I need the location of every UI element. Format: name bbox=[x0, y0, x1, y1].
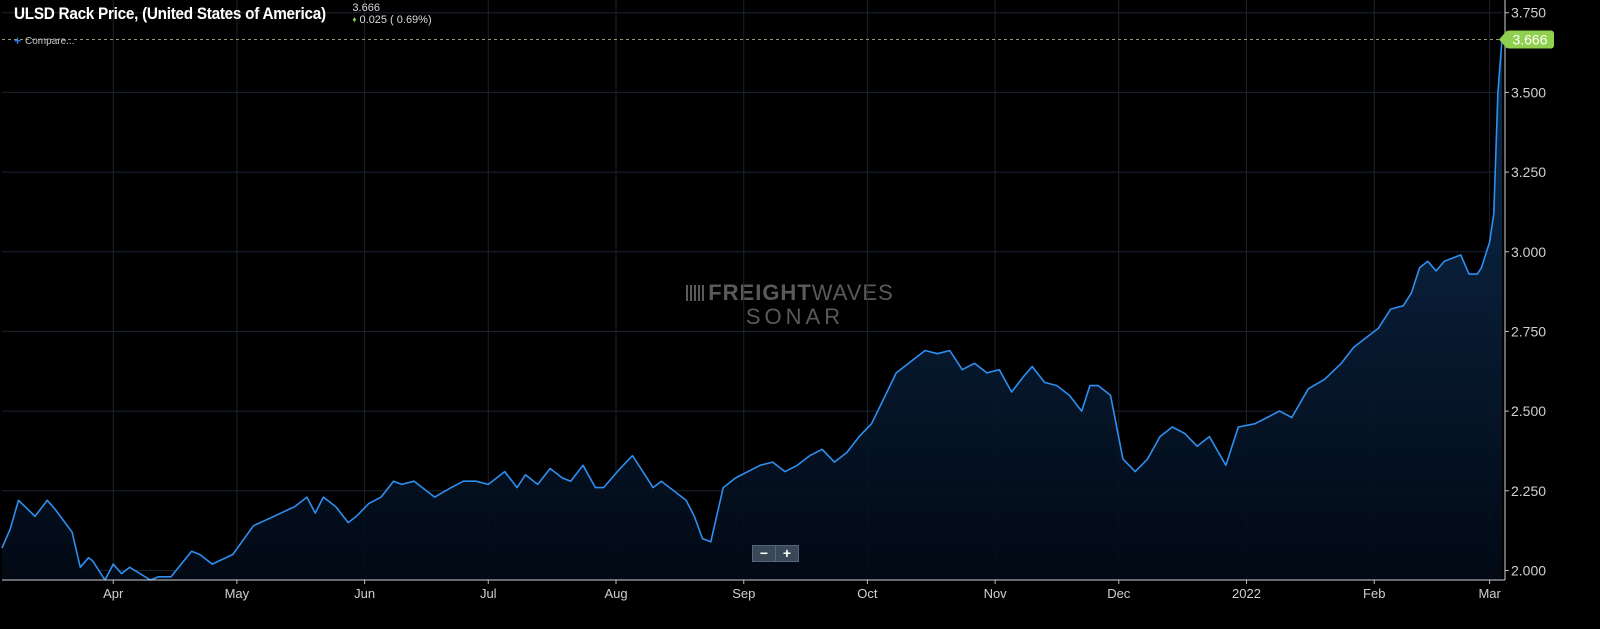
axes: 2.000 2.250 2.500 2.750 3.000 3.250 3.500 3.750… bbox=[2, 0, 1546, 601]
y-tick-label: 2.750 bbox=[1511, 323, 1546, 339]
last-value-badge-layer: 3.666 bbox=[2, 30, 1554, 49]
y-tick-label: 3.000 bbox=[1511, 244, 1546, 260]
y-tick-label: 2.250 bbox=[1511, 483, 1546, 499]
chart-header: ULSD Rack Price, (United States of Ameri… bbox=[14, 2, 432, 26]
x-tick-label: Dec bbox=[1107, 586, 1131, 601]
y-tick-label: 3.750 bbox=[1511, 5, 1546, 21]
last-value-badge bbox=[1506, 30, 1554, 49]
watermark-product: SONAR bbox=[745, 304, 845, 329]
x-tick-label: 2022 bbox=[1232, 586, 1261, 601]
x-tick-label: Oct bbox=[857, 586, 878, 601]
quote-block: 3.666 ♦ 0.025 ( 0.69%) bbox=[352, 2, 431, 26]
last-value-badge-label: 3.666 bbox=[1512, 32, 1547, 48]
change-value: 0.025 bbox=[359, 14, 388, 26]
y-tick-label: 3.250 bbox=[1511, 164, 1546, 180]
freightwaves-logo-icon bbox=[686, 285, 705, 301]
plus-icon: + bbox=[14, 34, 22, 48]
price-area-fill bbox=[2, 39, 1502, 580]
y-tick-label: 2.000 bbox=[1511, 562, 1546, 578]
x-tick-label: Jul bbox=[480, 586, 497, 601]
change-row: ♦ 0.025 ( 0.69%) bbox=[352, 14, 431, 26]
y-tick-label: 2.500 bbox=[1511, 403, 1546, 419]
x-tick-label: Nov bbox=[984, 586, 1008, 601]
watermark-brand: FREIGHT WAVES bbox=[655, 280, 925, 306]
change-percent: ( 0.69%) bbox=[390, 14, 432, 26]
x-tick-label: Aug bbox=[604, 586, 627, 601]
compare-label: Compare... bbox=[25, 35, 75, 47]
x-tick-label: Sep bbox=[732, 586, 755, 601]
x-tick-label: Mar bbox=[1478, 586, 1501, 601]
x-tick-label: May bbox=[225, 586, 250, 601]
price-line bbox=[1, 39, 1503, 581]
watermark-brand-bold: FREIGHT bbox=[708, 280, 812, 305]
zoom-in-button[interactable]: + bbox=[776, 545, 799, 562]
y-tick-label: 3.500 bbox=[1511, 84, 1546, 100]
chart-title: ULSD Rack Price, (United States of Ameri… bbox=[14, 4, 326, 23]
watermark: FREIGHT WAVES SONAR bbox=[655, 280, 925, 330]
zoom-out-button[interactable]: − bbox=[752, 545, 776, 562]
price-area bbox=[2, 39, 1502, 580]
x-tick-label: Jun bbox=[354, 586, 375, 601]
price-line-layer bbox=[1, 39, 1503, 581]
up-arrow-icon: ♦ bbox=[352, 15, 357, 24]
watermark-brand-light: WAVES bbox=[811, 280, 894, 305]
last-value-badge-pointer bbox=[1499, 30, 1507, 49]
zoom-controls: − + bbox=[752, 545, 799, 562]
x-tick-label: Feb bbox=[1363, 586, 1385, 601]
compare-button[interactable]: + Compare... bbox=[14, 34, 74, 48]
x-tick-label: Apr bbox=[103, 586, 124, 601]
last-value: 3.666 bbox=[352, 2, 380, 14]
